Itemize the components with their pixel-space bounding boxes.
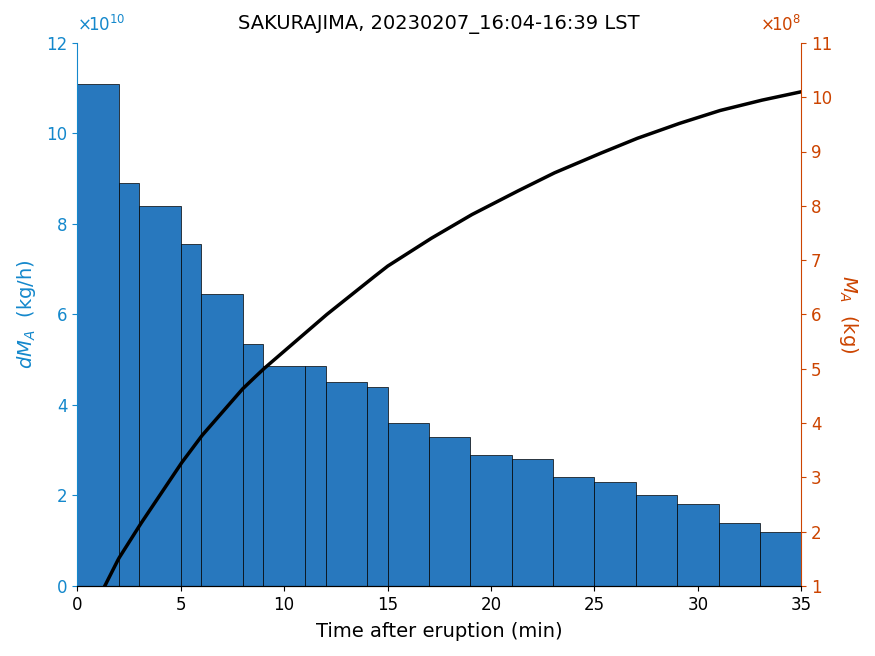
Bar: [263, 367, 304, 586]
Text: $\times\!10^{8}$: $\times\!10^{8}$: [760, 14, 802, 35]
Bar: [470, 455, 512, 586]
Bar: [77, 83, 119, 586]
Y-axis label: $M_A$  (kg): $M_A$ (kg): [837, 276, 860, 354]
Bar: [326, 382, 367, 586]
Bar: [429, 437, 470, 586]
Bar: [304, 367, 326, 586]
Bar: [677, 504, 718, 586]
Bar: [636, 495, 677, 586]
Bar: [594, 482, 636, 586]
Y-axis label: $dM_A$  (kg/h): $dM_A$ (kg/h): [15, 260, 38, 369]
Bar: [512, 459, 553, 586]
X-axis label: Time after eruption (min): Time after eruption (min): [316, 622, 563, 641]
Bar: [760, 531, 802, 586]
Bar: [201, 294, 242, 586]
Bar: [367, 387, 388, 586]
Title: SAKURAJIMA, 20230207_16:04-16:39 LST: SAKURAJIMA, 20230207_16:04-16:39 LST: [239, 15, 640, 34]
Bar: [119, 183, 139, 586]
Bar: [181, 244, 201, 586]
Bar: [553, 478, 594, 586]
Bar: [242, 344, 263, 586]
Bar: [718, 523, 760, 586]
Text: $\times\!10^{10}$: $\times\!10^{10}$: [77, 14, 126, 35]
Bar: [139, 206, 181, 586]
Bar: [388, 423, 429, 586]
